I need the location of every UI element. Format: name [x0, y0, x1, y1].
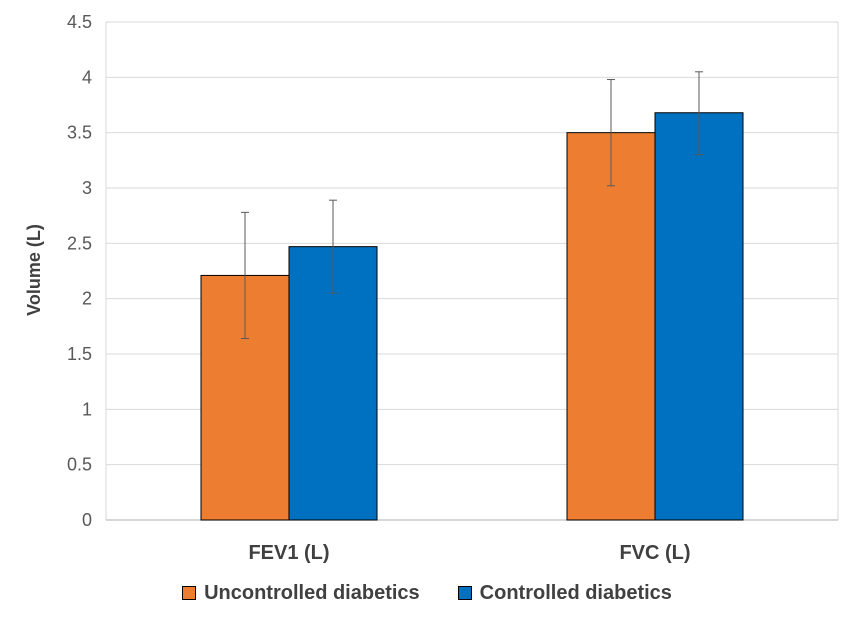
bar-controlled: [654, 112, 744, 521]
y-tick-label: 1.5: [67, 344, 92, 364]
y-tick-label: 0: [82, 510, 92, 530]
legend-item-controlled: Controlled diabetics: [457, 581, 672, 605]
y-tick-label: 1: [82, 399, 92, 419]
bar-uncontrolled: [566, 132, 656, 521]
y-tick-label: 3: [82, 178, 92, 198]
x-axis-categories: FEV1 (L) FVC (L): [248, 542, 690, 564]
y-axis-ticks: 0 0.5 1 1.5 2 2.5 3 3.5 4 4.5: [67, 12, 92, 530]
y-axis-title: Volume (L): [24, 224, 44, 316]
y-tick-label: 3.5: [67, 123, 92, 143]
legend-label-uncontrolled: Uncontrolled diabetics: [204, 581, 420, 604]
legend-item-uncontrolled: Uncontrolled diabetics: [182, 582, 420, 605]
legend-label-controlled: Controlled diabetics: [479, 581, 672, 604]
error-bars: [241, 71, 703, 340]
bar-chart: 0 0.5 1 1.5 2 2.5 3 3.5 4 4.5 FEV1 (L) FVC (L) Vol…: [24, 12, 839, 564]
y-tick-label: 4: [82, 67, 92, 87]
y-tick-label: 2.5: [67, 233, 92, 253]
legend: Uncontrolled diabetics Controlled diabet…: [0, 578, 854, 608]
y-tick-label: 0.5: [67, 455, 92, 475]
y-tick-label: 4.5: [67, 12, 92, 32]
bars: [200, 112, 744, 521]
y-tick-label: 2: [82, 289, 92, 309]
x-category-label: FVC (L): [619, 542, 690, 564]
legend-swatch-uncontrolled: [182, 586, 197, 600]
x-category-label: FEV1 (L): [248, 542, 329, 564]
legend-swatch-controlled: [457, 586, 472, 600]
